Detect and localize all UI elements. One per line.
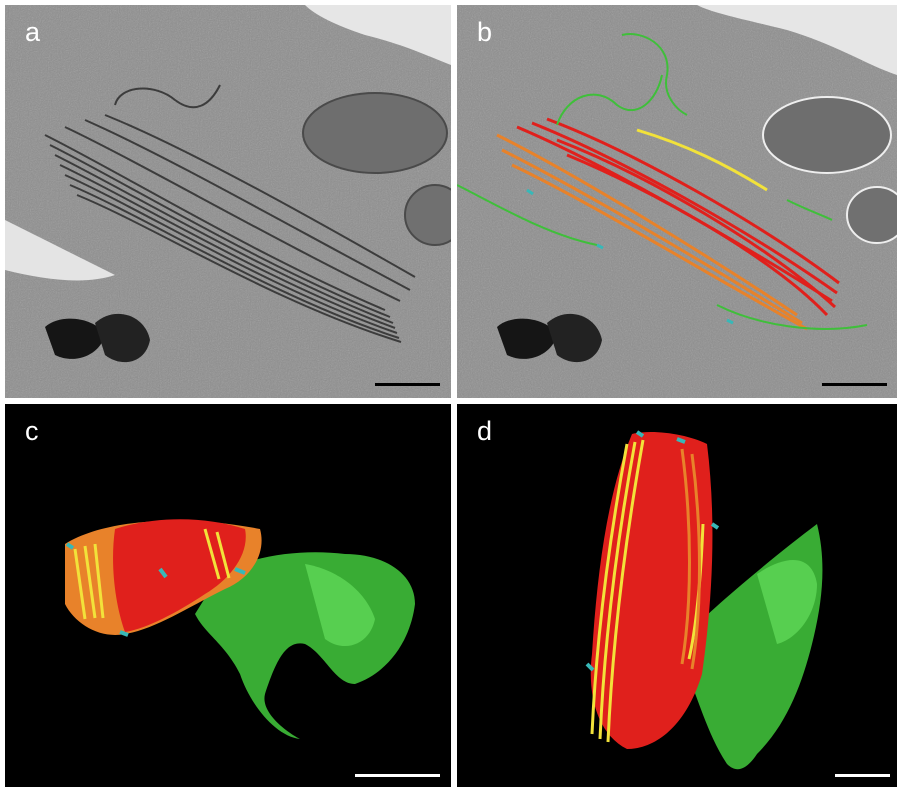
panel-label: b bbox=[477, 17, 493, 47]
dark-granule bbox=[45, 318, 105, 359]
panel-label: c bbox=[25, 416, 39, 446]
em-image-b bbox=[457, 5, 897, 398]
panel-b-segmented-section: b bbox=[457, 5, 897, 398]
green-cisternae bbox=[757, 560, 817, 644]
green-cisternae bbox=[305, 564, 375, 647]
dark-granule bbox=[497, 318, 557, 359]
cyan-fenestrations bbox=[585, 430, 720, 672]
panel-d-3d-reconstruction: d bbox=[457, 404, 897, 787]
em-image-a bbox=[5, 5, 451, 398]
scale-bar bbox=[355, 774, 440, 777]
panel-label: a bbox=[25, 17, 41, 47]
scale-bar bbox=[835, 774, 890, 777]
vesicle-membrane bbox=[114, 84, 221, 109]
yellow-cisternae bbox=[73, 528, 231, 620]
scale-bar bbox=[822, 383, 887, 386]
render-image-d bbox=[457, 404, 897, 787]
dark-granule bbox=[547, 313, 602, 363]
panel-label: d bbox=[477, 416, 493, 446]
mitochondrion bbox=[302, 92, 448, 174]
mitochondrion bbox=[404, 184, 451, 246]
mitochondrion-outline bbox=[846, 186, 897, 244]
extracellular-space bbox=[697, 5, 897, 75]
cyan-fenestrations bbox=[65, 542, 246, 637]
panel-c-3d-reconstruction: c bbox=[5, 404, 451, 787]
panel-a-em-section: a bbox=[5, 5, 451, 398]
red-cisternae bbox=[113, 519, 246, 632]
golgi-stack bbox=[44, 114, 416, 343]
dark-granule bbox=[95, 313, 150, 363]
red-cisternae bbox=[590, 432, 713, 749]
scale-bar bbox=[375, 383, 440, 386]
yellow-cisternae bbox=[590, 439, 705, 743]
segmentation-contours bbox=[457, 33, 868, 331]
render-image-c bbox=[5, 404, 451, 787]
orange-cisternae bbox=[680, 448, 701, 670]
extracellular-space bbox=[305, 5, 451, 65]
mitochondrion-outline bbox=[762, 96, 892, 174]
extracellular-space bbox=[5, 220, 115, 281]
